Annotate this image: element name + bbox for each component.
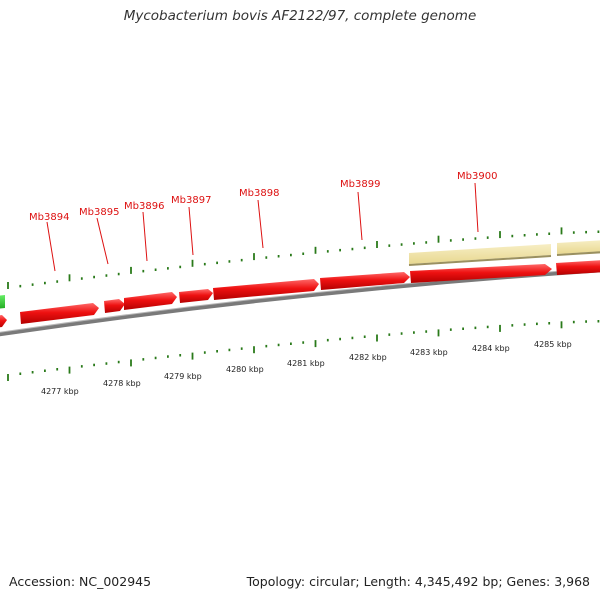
gene-leader-line	[96, 217, 109, 265]
gene-label-mb3896: Mb3896	[124, 201, 164, 212]
gene-leader-line	[474, 182, 479, 233]
gene-arrow	[179, 289, 213, 303]
gene-leader-line	[188, 206, 194, 256]
feature-band	[409, 244, 551, 264]
gene-leader-line	[357, 191, 363, 241]
gene-arrow	[320, 272, 410, 290]
kbp-label: 4283 kbp	[410, 348, 448, 357]
accession-text: Accession: NC_002945	[9, 574, 152, 589]
kbp-label: 4278 kbp	[103, 379, 141, 388]
gene-arrow	[213, 279, 319, 300]
kbp-label: 4281 kbp	[287, 359, 325, 368]
gene-arrow	[124, 292, 177, 310]
gene-arrow	[0, 315, 7, 328]
kbp-label: 4280 kbp	[226, 365, 264, 374]
feature-band-shadow	[408, 251, 600, 266]
green-feature	[0, 295, 5, 309]
kbp-scale-labels: 4277 kbp 4278 kbp 4279 kbp 4280 kbp 4281…	[41, 340, 572, 396]
gene-arrow	[104, 299, 125, 313]
genome-summary-text: Topology: circular; Length: 4,345,492 bp…	[246, 574, 590, 589]
gene-arrow	[20, 303, 99, 324]
gene-label-mb3895: Mb3895	[79, 207, 119, 218]
kbp-label: 4277 kbp	[41, 387, 79, 396]
gene-labels: Mb3894 Mb3895 Mb3896 Mb3897 Mb3898 Mb389…	[29, 171, 497, 272]
upper-tick-row	[7, 227, 600, 289]
kbp-label: 4279 kbp	[164, 372, 202, 381]
gene-label-mb3900: Mb3900	[457, 171, 497, 182]
map-title: Mycobacterium bovis AF2122/97, complete …	[123, 8, 477, 24]
gene-leader-line	[257, 199, 264, 249]
kbp-label: 4282 kbp	[349, 353, 387, 362]
gene-label-mb3897: Mb3897	[171, 195, 211, 206]
genes-layer	[0, 260, 600, 328]
gene-label-mb3894: Mb3894	[29, 212, 69, 223]
gene-label-mb3899: Mb3899	[340, 179, 380, 190]
gene-arrow	[410, 264, 552, 283]
genome-backbone	[0, 268, 600, 337]
gene-leader-line	[46, 221, 56, 272]
lower-tick-row	[7, 320, 600, 381]
feature-band-2	[557, 240, 600, 254]
gene-arrow	[556, 260, 600, 275]
kbp-label: 4285 kbp	[534, 340, 572, 349]
gene-label-mb3898: Mb3898	[239, 188, 279, 199]
gene-leader-line	[142, 211, 148, 262]
kbp-label: 4284 kbp	[472, 344, 510, 353]
